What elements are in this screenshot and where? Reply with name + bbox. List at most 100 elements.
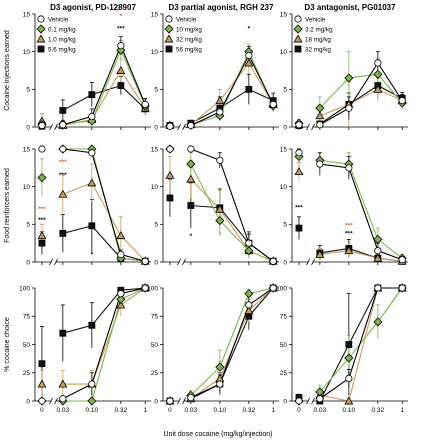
series-line bbox=[62, 287, 146, 385]
data-point bbox=[116, 300, 126, 309]
data-point bbox=[87, 178, 97, 187]
legend-marker bbox=[293, 34, 303, 43]
y-tick-label: 0 bbox=[283, 398, 287, 405]
data-point bbox=[345, 374, 353, 382]
data-point bbox=[344, 73, 354, 83]
y-tick-label: 10 bbox=[280, 184, 288, 191]
data-point bbox=[58, 379, 68, 388]
series-line bbox=[62, 84, 146, 111]
data-point bbox=[59, 145, 67, 153]
data-point bbox=[116, 294, 126, 304]
legend-entry: 3.2 mg/kg bbox=[293, 24, 333, 34]
significance-marker: * bbox=[190, 233, 193, 240]
axis-break-mark bbox=[182, 258, 186, 266]
panel-title: D3 antagonist, PG01037 bbox=[304, 3, 396, 12]
data-point bbox=[398, 97, 406, 105]
axis-break-mark bbox=[54, 258, 58, 266]
y-tick-label: 5 bbox=[154, 87, 158, 94]
axis-break-mark bbox=[306, 123, 310, 131]
legend-marker bbox=[165, 45, 173, 53]
y-axis-label: Cocaine injections earned bbox=[4, 30, 11, 111]
y-tick-label: 0 bbox=[26, 398, 30, 405]
data-point bbox=[88, 222, 96, 230]
data-point bbox=[187, 121, 195, 130]
y-tick-label: 10 bbox=[280, 49, 288, 56]
y-tick-label: 0 bbox=[26, 124, 30, 131]
series-line bbox=[190, 287, 274, 400]
y-tick-label: 100 bbox=[276, 285, 287, 292]
axis-break-mark bbox=[306, 397, 310, 405]
series-line bbox=[62, 44, 146, 126]
panel-r1-c2: 0 5 10 15 *** *** *** bbox=[280, 146, 408, 266]
legend-marker bbox=[36, 34, 46, 43]
data-point bbox=[117, 290, 125, 298]
y-tick-label: 25 bbox=[23, 370, 31, 377]
y-tick-label: 50 bbox=[280, 342, 288, 349]
y-tick-label: 75 bbox=[23, 314, 31, 321]
legend-entry: 32 mg/kg bbox=[294, 45, 331, 53]
x-tick-label: 0.32 bbox=[115, 407, 128, 414]
axis-break-mark bbox=[54, 397, 58, 405]
legend-entry: Vehicle bbox=[37, 15, 69, 23]
y-tick-label: 15 bbox=[280, 11, 288, 18]
data-point bbox=[38, 239, 46, 247]
legend-label: Vehicle bbox=[305, 16, 326, 23]
series-line bbox=[319, 163, 403, 261]
panel-r2-c2: 0 25 50 75 100 0 0.03 0.10 0.32 1 bbox=[276, 283, 408, 414]
significance-marker: *** bbox=[345, 231, 353, 238]
y-axis-label: % cocaine choice bbox=[4, 317, 11, 372]
y-tick-label: 15 bbox=[280, 146, 288, 153]
axis-break-mark bbox=[177, 397, 181, 405]
panel-r1-c1: 0 5 10 15 * * bbox=[151, 144, 279, 266]
data-point bbox=[373, 234, 383, 244]
data-point bbox=[215, 204, 225, 213]
series-line bbox=[62, 287, 146, 334]
y-tick-label: 100 bbox=[147, 285, 158, 292]
data-point bbox=[116, 231, 126, 240]
legend-marker bbox=[294, 15, 302, 23]
y-tick-label: 5 bbox=[26, 87, 30, 94]
x-tick-label: 0.03 bbox=[57, 407, 70, 414]
data-point bbox=[38, 121, 46, 130]
data-point bbox=[37, 379, 47, 388]
y-tick-label: 0 bbox=[26, 259, 30, 266]
axis-break-mark bbox=[311, 123, 315, 131]
legend-marker bbox=[294, 45, 302, 53]
data-point bbox=[295, 121, 303, 129]
data-point bbox=[345, 341, 353, 348]
axis-break-mark bbox=[182, 397, 186, 405]
data-point bbox=[245, 312, 253, 320]
series-line bbox=[190, 178, 274, 262]
data-point bbox=[187, 202, 195, 209]
legend-entry: 5.6 mg/kg bbox=[37, 45, 76, 53]
x-tick-label: 1 bbox=[400, 407, 404, 414]
panel-title: D3 agonist, PD-128907 bbox=[50, 3, 136, 12]
data-point bbox=[269, 100, 277, 109]
data-point bbox=[345, 164, 353, 172]
series-line bbox=[190, 148, 274, 262]
legend-label: Vehicle bbox=[48, 16, 69, 23]
series-line bbox=[190, 61, 274, 126]
series-line bbox=[62, 148, 146, 262]
y-tick-label: 15 bbox=[151, 146, 159, 153]
y-tick-label: 10 bbox=[151, 184, 159, 191]
legend-marker bbox=[37, 15, 45, 23]
data-point bbox=[166, 122, 174, 130]
data-point bbox=[316, 121, 324, 129]
data-point bbox=[244, 305, 254, 315]
y-tick-label: 15 bbox=[151, 11, 159, 18]
data-point bbox=[374, 247, 382, 255]
data-point bbox=[117, 250, 125, 259]
axis-break-mark bbox=[306, 258, 310, 266]
y-tick-label: 10 bbox=[23, 49, 31, 56]
legend-marker bbox=[37, 45, 45, 53]
axis-break-mark bbox=[54, 123, 58, 131]
significance-marker: * bbox=[120, 13, 123, 20]
data-point bbox=[398, 256, 406, 264]
y-tick-label: 5 bbox=[283, 87, 287, 94]
data-point bbox=[295, 397, 303, 405]
x-tick-label: 0.10 bbox=[86, 407, 99, 414]
series-line bbox=[319, 287, 403, 400]
